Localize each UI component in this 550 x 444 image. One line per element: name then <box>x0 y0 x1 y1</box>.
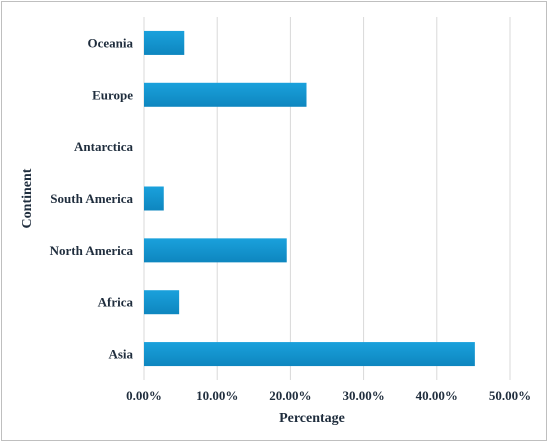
category-label: South America <box>50 191 133 206</box>
y-axis-title: Continent <box>20 168 35 228</box>
category-label: Oceania <box>88 35 134 50</box>
bar-south-america <box>144 186 164 211</box>
x-tick-label: 0.00% <box>126 388 162 403</box>
x-tick-label: 10.00% <box>196 388 238 403</box>
bar-oceania <box>144 30 185 55</box>
bar-europe <box>144 82 307 107</box>
bar-north-america <box>144 238 287 263</box>
bars <box>144 30 475 367</box>
category-labels: Oceania Europe Antarctica South America Nort… <box>50 35 134 361</box>
category-label: Asia <box>108 347 133 362</box>
x-tick-label: 20.00% <box>269 388 311 403</box>
x-axis-title: Percentage <box>279 411 345 426</box>
bar-africa <box>144 290 180 315</box>
category-label: Europe <box>92 87 133 102</box>
category-label: Africa <box>98 295 134 310</box>
x-tick-labels: 0.00% 10.00% 20.00% 30.00% 40.00% 50.00% <box>126 388 531 403</box>
x-tick-label: 40.00% <box>416 388 458 403</box>
x-tick-label: 50.00% <box>489 388 531 403</box>
category-label: Antarctica <box>74 139 133 154</box>
x-tick-label: 30.00% <box>342 388 384 403</box>
gridlines <box>143 17 511 380</box>
bar-asia <box>144 342 475 367</box>
category-label: North America <box>50 243 134 258</box>
